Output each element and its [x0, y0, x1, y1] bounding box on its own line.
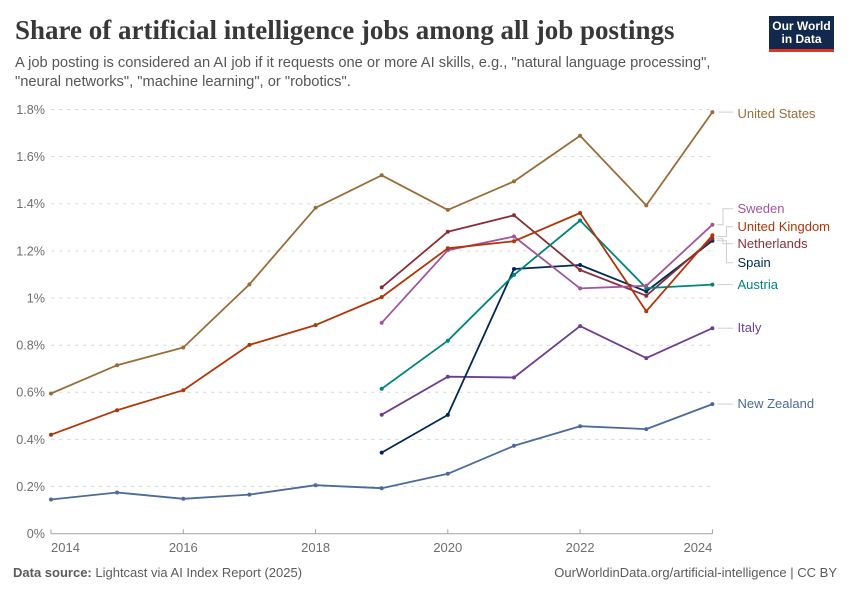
- svg-text:Italy: Italy: [738, 320, 762, 335]
- svg-text:0.6%: 0.6%: [16, 386, 45, 400]
- svg-text:0.2%: 0.2%: [16, 480, 45, 494]
- svg-text:0.4%: 0.4%: [16, 433, 45, 447]
- svg-text:0%: 0%: [27, 527, 45, 541]
- svg-text:2016: 2016: [169, 540, 198, 555]
- svg-text:Spain: Spain: [738, 255, 771, 270]
- svg-text:2022: 2022: [566, 540, 595, 555]
- svg-text:Netherlands: Netherlands: [738, 236, 809, 251]
- svg-text:1.2%: 1.2%: [16, 244, 45, 258]
- svg-text:1%: 1%: [27, 291, 45, 305]
- svg-text:United Kingdom: United Kingdom: [738, 219, 831, 234]
- svg-text:Austria: Austria: [738, 277, 779, 292]
- svg-text:United States: United States: [738, 106, 817, 121]
- svg-text:2014: 2014: [51, 540, 80, 555]
- svg-text:2020: 2020: [433, 540, 462, 555]
- svg-text:2018: 2018: [301, 540, 330, 555]
- svg-text:New Zealand: New Zealand: [738, 396, 815, 411]
- svg-text:Sweden: Sweden: [738, 201, 785, 216]
- svg-text:1.6%: 1.6%: [16, 150, 45, 164]
- svg-text:1.4%: 1.4%: [16, 197, 45, 211]
- svg-text:1.8%: 1.8%: [16, 103, 45, 117]
- svg-text:2024: 2024: [683, 540, 712, 555]
- svg-text:0.8%: 0.8%: [16, 339, 45, 353]
